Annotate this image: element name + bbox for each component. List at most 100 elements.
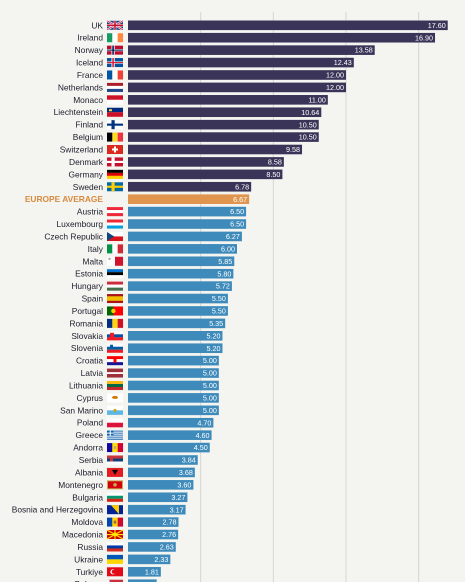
value-label: 5.50 (212, 307, 226, 316)
moldova-flag-icon (107, 517, 124, 527)
bar (128, 417, 214, 428)
value-label: 2.76 (162, 530, 176, 539)
category-label: Turkiye (76, 567, 103, 577)
chart-row: Albania 3.68 (75, 467, 195, 477)
value-label: 12.00 (326, 71, 344, 80)
category-label: Serbia (79, 455, 104, 465)
category-label: Cyprus (76, 393, 103, 403)
bar (128, 504, 186, 515)
ukraine-flag-icon (107, 554, 123, 564)
value-label: 17.60 (428, 21, 446, 30)
bar (128, 281, 232, 291)
value-label: 5.00 (203, 356, 217, 365)
category-label: Poland (77, 418, 103, 428)
bar (128, 57, 354, 68)
value-label: 10.64 (301, 108, 319, 117)
uk-flag-icon (106, 19, 124, 31)
chart-row: Croatia 5.00 (76, 356, 219, 366)
category-label: Ireland (77, 33, 103, 43)
value-label: 5.80 (217, 269, 231, 278)
category-label: Sweden (73, 182, 104, 192)
bar (128, 219, 247, 229)
chart-row: Luxembourg 6.50 (56, 219, 247, 229)
spain-flag-icon (107, 294, 123, 304)
value-label: 10.50 (299, 120, 317, 129)
value-label: 12.43 (334, 58, 352, 67)
category-label: Albania (75, 467, 103, 477)
chart-row: France 12.00 (77, 70, 346, 80)
value-label: 6.67 (233, 195, 247, 204)
chart-rows: UK 17.60 Ireland 16.90 Norway 13.58 Iceland 12.… (12, 19, 448, 582)
chart-row: Portugal 5.50 (72, 306, 228, 316)
bar (128, 430, 212, 440)
chart-row: San Marino 5.00 (60, 405, 219, 415)
chart-row: Greece 4.60 (76, 430, 212, 440)
bar (128, 306, 228, 316)
ireland-flag-icon (107, 33, 124, 43)
value-label: 12.00 (326, 83, 344, 92)
bar (128, 20, 448, 31)
value-label: 6.50 (230, 220, 244, 229)
value-label: 5.00 (203, 369, 217, 378)
portugal-flag-icon (107, 306, 123, 316)
chart-row: Ukraine 2.33 (74, 554, 171, 564)
category-label: Bosnia and Herzegovina (12, 505, 104, 515)
value-label: 5.85 (218, 257, 232, 266)
category-label: Norway (75, 45, 104, 55)
chart-row: Lithuania 5.00 (69, 380, 219, 390)
chart-row: Latvia 5.00 (81, 368, 219, 378)
serbia-flag-icon (107, 455, 123, 465)
belgium-flag-icon (107, 132, 124, 142)
category-label: EUROPE AVERAGE (25, 194, 104, 204)
chart-row: Switzerland 9.58 (60, 145, 303, 155)
bar (128, 107, 322, 118)
bar (128, 82, 346, 93)
category-label: Slovakia (71, 331, 103, 341)
category-label: Germany (69, 169, 104, 179)
chart-row: Finland 10.50 (76, 120, 319, 130)
value-label: 2.63 (160, 543, 174, 552)
chart-row: Netherlands 12.00 (58, 82, 346, 92)
value-label: 5.20 (206, 344, 220, 353)
bar (128, 529, 179, 540)
bar (128, 169, 283, 180)
category-label: Portugal (72, 306, 103, 316)
bar (128, 293, 228, 304)
chart-row: Slovakia 5.20 (71, 331, 223, 341)
bar (128, 331, 223, 341)
value-label: 4.70 (197, 418, 211, 427)
value-label: 6.50 (230, 207, 244, 216)
chart-row: Sweden 6.78 (73, 182, 252, 192)
chart-row: Macedonia 2.76 (62, 529, 179, 540)
germany-flag-icon (107, 169, 123, 179)
value-label: 11.00 (308, 95, 325, 104)
bar (128, 244, 237, 254)
category-label: Croatia (76, 356, 103, 366)
value-label: 13.58 (355, 46, 373, 55)
bar (128, 480, 194, 490)
greece-flag-icon (107, 430, 123, 440)
cyprus-flag-icon (107, 393, 123, 403)
bulgaria-flag-icon (107, 492, 123, 502)
value-label: 4.60 (196, 431, 210, 440)
bar (128, 579, 157, 582)
chart-row: Iceland 12.43 (76, 58, 354, 68)
value-label: 3.68 (179, 468, 193, 477)
chart-row: Estonia 5.80 (75, 269, 234, 279)
bar (128, 318, 226, 329)
chart-row: Poland 4.70 (77, 417, 214, 428)
bosnia-flag-icon (107, 505, 123, 515)
italy-flag-icon (107, 244, 124, 254)
value-label: 5.00 (203, 381, 217, 390)
turkiye-flag-icon (107, 567, 123, 577)
value-label: 5.35 (209, 319, 223, 328)
bar (128, 343, 223, 354)
bar (128, 119, 319, 130)
iceland-flag-icon (107, 58, 123, 68)
value-label: 3.27 (171, 493, 185, 502)
chart-row: Ireland 16.90 (77, 33, 436, 43)
estonia-flag-icon (107, 269, 123, 279)
chart-row: Denmark 8.58 (69, 157, 284, 167)
value-label: 5.72 (216, 282, 230, 291)
